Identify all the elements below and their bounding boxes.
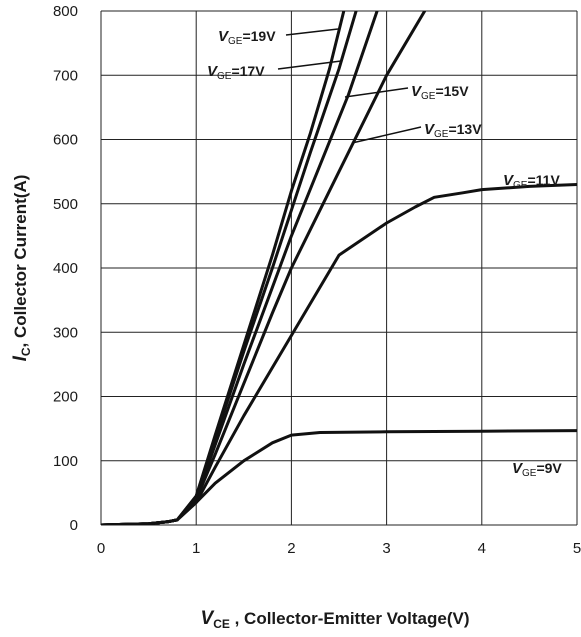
leader-line bbox=[344, 87, 409, 98]
x-tick-label: 5 bbox=[573, 540, 581, 557]
leader-line bbox=[285, 28, 339, 36]
y-tick-label: 700 bbox=[53, 67, 78, 84]
y-axis-title: IC, Collector Current(A) bbox=[10, 175, 33, 362]
y-tick-label: 0 bbox=[70, 517, 78, 534]
y-tick-label: 100 bbox=[53, 453, 78, 470]
x-axis-title: VCE , Collector-Emitter Voltage(V) bbox=[201, 608, 470, 631]
y-tick-labels: 0 100 200 300 400 500 600 700 800 bbox=[53, 3, 78, 534]
series-labels: VGE=19V VGE=17V VGE=15V VGE=13V VGE=11V VGE=9… bbox=[207, 28, 562, 479]
y-tick-label: 500 bbox=[53, 196, 78, 213]
x-tick-label: 4 bbox=[478, 540, 486, 557]
y-tick-label: 800 bbox=[53, 3, 78, 20]
x-tick-labels: 0 1 2 3 4 5 bbox=[97, 540, 581, 557]
leader-line bbox=[277, 60, 342, 70]
series-curves bbox=[101, 11, 577, 525]
series-line-vge-9v bbox=[101, 429, 577, 525]
series-label: VGE=9V bbox=[512, 460, 562, 479]
series-label: VGE=13V bbox=[424, 121, 482, 140]
series-leader-lines bbox=[277, 28, 422, 144]
x-tick-label: 0 bbox=[97, 540, 105, 557]
y-tick-label: 400 bbox=[53, 260, 78, 277]
x-tick-label: 3 bbox=[382, 540, 390, 557]
grid bbox=[100, 10, 578, 526]
x-tick-label: 1 bbox=[192, 540, 200, 557]
y-tick-label: 600 bbox=[53, 132, 78, 149]
leader-line bbox=[351, 126, 422, 144]
y-tick-label: 200 bbox=[53, 389, 78, 406]
series-label: VGE=17V bbox=[207, 63, 265, 82]
series-label: VGE=19V bbox=[218, 28, 276, 47]
series-label: VGE=15V bbox=[411, 83, 469, 102]
series-label: VGE=11V bbox=[503, 172, 560, 191]
y-tick-label: 300 bbox=[53, 324, 78, 341]
x-tick-label: 2 bbox=[287, 540, 295, 557]
